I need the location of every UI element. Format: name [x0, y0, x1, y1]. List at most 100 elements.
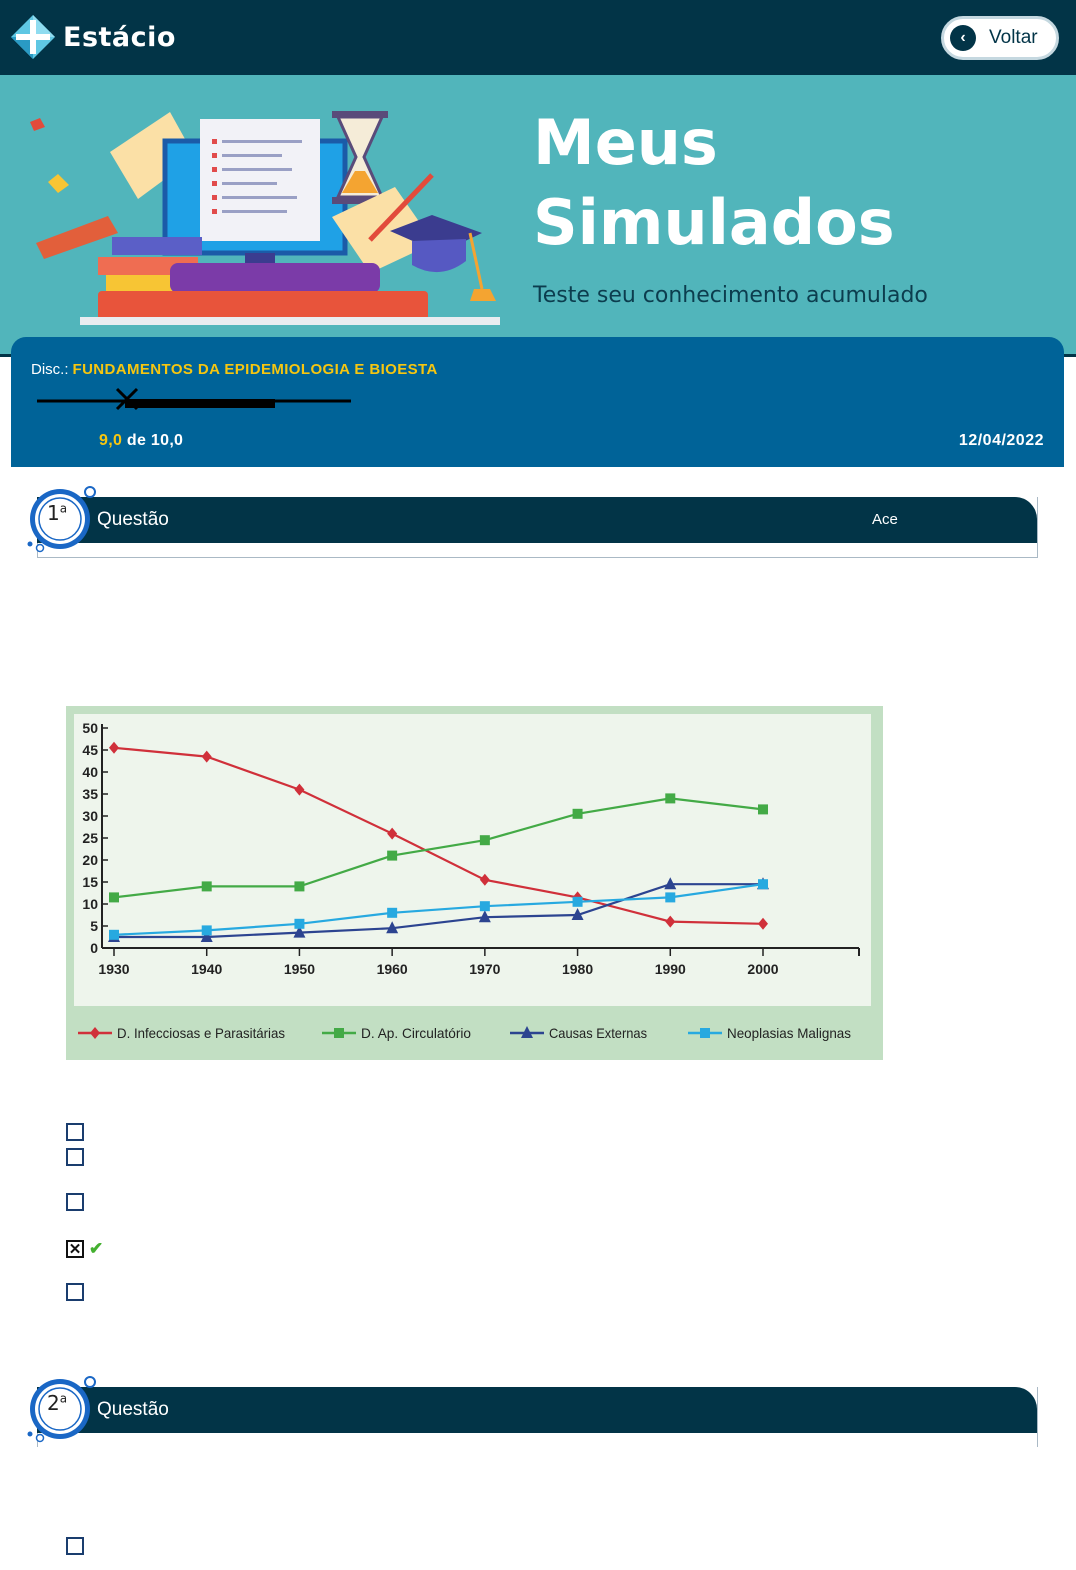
back-button-label: Voltar: [989, 27, 1038, 48]
score-suffix: de 10,0: [122, 432, 184, 449]
option-a-checkbox[interactable]: [66, 1123, 84, 1141]
top-bar: Estácio ‹ Voltar: [0, 0, 1076, 75]
x-tick-label: 1950: [284, 961, 315, 977]
series-1-point: [387, 827, 398, 840]
option-e-checkbox[interactable]: [66, 1283, 84, 1301]
study-illustration-icon: [30, 111, 500, 325]
series-4-point: [109, 929, 119, 940]
score: 9,0 de 10,0: [99, 432, 183, 450]
series-3-point: [293, 925, 306, 938]
question-badge-icon: [27, 1376, 96, 1443]
legend-marker-3: [521, 1026, 533, 1038]
mortality-chart: 0 5 10 15 20 25 30 35 40 45 50 1930 1940 1950 1960 1970…: [66, 706, 883, 1060]
option-d-checkbox-checked[interactable]: ✕: [66, 1240, 84, 1258]
estacio-logo-icon: [11, 15, 55, 59]
chart-canvas: 0 5 10 15 20 25 30 35 40 45 50 1930 1940 1950 1960 1970…: [78, 720, 860, 1041]
series-line-3: [114, 883, 763, 939]
y-tick-label: 5: [90, 918, 98, 934]
y-tick-label: 30: [82, 808, 98, 824]
series-line-1: [113, 746, 764, 925]
y-tick-label: 50: [82, 720, 98, 736]
brand-name: Estácio: [63, 21, 176, 53]
series-2-point: [665, 793, 676, 804]
question-1-badge: 1a: [26, 484, 96, 554]
legend-label-3: Causas Externas: [549, 1025, 647, 1041]
question-2-label: Questão: [97, 1399, 169, 1420]
series-4-point: [758, 879, 768, 890]
question-2-number: 2a: [39, 1391, 75, 1415]
x-tick-label: 1980: [562, 961, 593, 977]
question-1-header: Questão Ace: [37, 497, 1037, 543]
legend-marker-4: [700, 1028, 710, 1038]
discipline-name: FUNDAMENTOS DA EPIDEMIOLOGIA E BIOESTA: [72, 361, 438, 378]
question-2-ordinal: a: [59, 1391, 68, 1406]
y-tick-label: 10: [82, 896, 98, 912]
series-4-point: [294, 918, 305, 929]
legend-label-2: D. Ap. Circulatório: [361, 1025, 471, 1041]
correct-check-icon: ✔: [89, 1239, 104, 1258]
series-2-point: [572, 808, 583, 819]
discipline-label: Disc.:: [31, 361, 69, 378]
question-1-number: 1a: [39, 501, 75, 525]
page-title: Meus Simulados: [533, 103, 895, 263]
option-c-checkbox[interactable]: [66, 1193, 84, 1211]
x-tick-label: 1970: [469, 961, 500, 977]
series-2-point: [387, 850, 398, 861]
option-b-checkbox[interactable]: [66, 1148, 84, 1166]
y-tick-label: 40: [82, 764, 98, 780]
score-value: 9,0: [99, 432, 123, 449]
series-line-4: [113, 883, 764, 936]
series-1-point: [479, 873, 490, 886]
series-2-point: [479, 835, 490, 846]
question-1-ordinal: a: [59, 501, 68, 516]
series-2-point: [109, 892, 119, 903]
brand-logo[interactable]: Estácio: [10, 14, 176, 60]
series-3-point: [386, 921, 399, 934]
y-tick-label: 0: [90, 940, 98, 956]
y-tick-label: 45: [82, 742, 98, 758]
legend-marker-1: [90, 1027, 100, 1039]
series-4-point: [665, 892, 676, 903]
page-title-line-2: Simulados: [533, 186, 895, 259]
x-tick-label: 1960: [377, 961, 408, 977]
redacted-student-name: [37, 387, 351, 411]
x-tick-label: 1940: [191, 961, 222, 977]
question-2-badge: 2a: [26, 1374, 96, 1444]
exam-date: 12/04/2022: [958, 432, 1044, 449]
x-tick-label: 2000: [747, 961, 778, 977]
series-3-point: [200, 930, 213, 942]
series-4-point: [479, 901, 490, 912]
question-2-header: Questão: [37, 1387, 1037, 1433]
question-1-label: Questão: [97, 509, 169, 530]
series-3-point: [664, 877, 677, 890]
series-4-point: [387, 907, 398, 918]
series-1-point: [109, 741, 119, 754]
question-2-option-a-checkbox[interactable]: [66, 1537, 84, 1555]
y-tick-label: 35: [82, 786, 98, 802]
y-tick-label: 15: [82, 874, 98, 890]
legend-label-1: D. Infecciosas e Parasitárias: [117, 1025, 285, 1041]
question-1-number-value: 1: [46, 501, 60, 525]
page-subtitle: Teste seu conhecimento acumulado: [533, 283, 928, 308]
series-1-point: [201, 750, 212, 763]
series-3-point: [571, 908, 584, 920]
discipline-line: Disc.: FUNDAMENTOS DA EPIDEMIOLOGIA E BIO…: [31, 361, 438, 378]
series-1-point: [758, 917, 768, 930]
legend-marker-2: [334, 1028, 344, 1038]
series-2-point: [758, 804, 768, 815]
exam-info-panel: Disc.: FUNDAMENTOS DA EPIDEMIOLOGIA E BIO…: [11, 337, 1064, 467]
x-tick-label: 1990: [655, 961, 686, 977]
series-2-point: [294, 881, 305, 892]
back-button[interactable]: ‹ Voltar: [941, 16, 1059, 60]
series-1-point: [294, 783, 305, 796]
legend-label-4: Neoplasias Malignas: [727, 1025, 851, 1041]
series-3-point: [478, 910, 491, 923]
series-2-point: [201, 881, 212, 892]
series-4-point: [201, 925, 212, 936]
chevron-left-icon: ‹: [950, 25, 976, 51]
chart-plot-panel: [74, 714, 871, 1006]
y-tick-label: 25: [82, 830, 98, 846]
series-1-point: [665, 915, 676, 928]
question-badge-icon: [27, 486, 96, 553]
x-tick-label: 1930: [98, 961, 129, 977]
